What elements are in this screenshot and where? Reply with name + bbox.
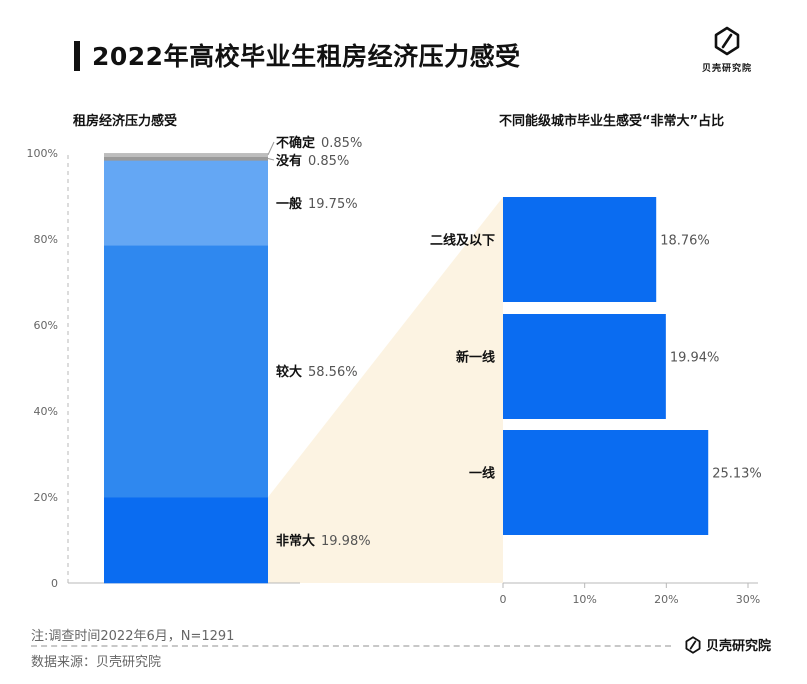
title-accent-bar: [74, 41, 80, 71]
segment-name: 一般: [276, 196, 302, 212]
segment-value: 19.98%: [321, 534, 371, 549]
right-tick-label: 0: [500, 593, 507, 606]
segment-name: 没有: [276, 153, 302, 169]
footer-divider: [31, 645, 671, 647]
category-bar: [503, 430, 709, 535]
leader-line: [267, 141, 275, 156]
page-title: 2022年高校毕业生租房经济压力感受: [92, 42, 521, 71]
segment-label: 一般 19.75%: [276, 196, 358, 212]
brand-logo: 贝壳研究院: [696, 26, 758, 74]
shell-logo-icon: [714, 26, 740, 56]
segment-name: 较大: [276, 364, 302, 380]
bar-segment: [104, 245, 268, 498]
segment-label: 不确定 0.85%: [276, 135, 362, 151]
left-stacked-bar: [104, 153, 268, 584]
bar-segment: [104, 153, 268, 157]
zoom-wedge: [268, 197, 503, 583]
left-tick-label: 0: [51, 577, 58, 590]
right-tick-label: 20%: [654, 593, 678, 606]
brand-name: 贝壳研究院: [701, 64, 752, 74]
segment-label: 较大 58.56%: [276, 364, 358, 380]
footer-brand: 贝壳研究院: [684, 635, 771, 654]
right-x-axis: 0 10% 20% 30%: [500, 582, 760, 606]
left-tick-label: 40%: [34, 405, 58, 418]
right-bars: 二线及以下 18.76% 新一线 19.94% 一线 25.13%: [430, 197, 762, 535]
footer-source: 数据来源：贝壳研究院: [31, 655, 162, 670]
bar-segment: [104, 156, 268, 161]
segment-value: 19.75%: [308, 197, 358, 212]
left-chart-title: 租房经济压力感受: [73, 114, 178, 129]
segment-value: 0.85%: [321, 136, 362, 151]
left-segment-labels: 非常大 19.98% 较大 58.56% 一般 19.75% 没有 0.85% 不确定 0.85%: [267, 135, 371, 549]
value-label: 18.76%: [660, 234, 710, 249]
category-bar: [503, 197, 657, 302]
footer-brand-name: 贝壳研究院: [706, 639, 772, 654]
left-tick-label: 20%: [34, 491, 58, 504]
category-label: 一线: [469, 466, 495, 482]
segment-value: 0.85%: [308, 154, 349, 169]
segment-value: 58.56%: [308, 365, 358, 380]
value-label: 19.94%: [670, 351, 720, 366]
left-tick-label: 80%: [34, 233, 58, 246]
right-tick-label: 10%: [572, 593, 596, 606]
category-label: 二线及以下: [430, 233, 495, 249]
category-label: 新一线: [456, 350, 495, 366]
right-tick-label: 30%: [736, 593, 760, 606]
bar-segment: [104, 497, 268, 584]
segment-name: 不确定: [276, 135, 315, 151]
right-chart-title: 不同能级城市毕业生感受“非常大”占比: [499, 114, 725, 129]
footer-note: 注:调查时间2022年6月，N=1291: [31, 629, 235, 644]
segment-label: 没有 0.85%: [276, 153, 349, 169]
segment-name: 非常大: [276, 533, 315, 549]
bar-segment: [104, 160, 268, 246]
category-bar: [503, 314, 666, 419]
left-tick-label: 100%: [27, 147, 58, 160]
value-label: 25.13%: [712, 467, 762, 482]
left-tick-label: 60%: [34, 319, 58, 332]
leader-line: [267, 158, 275, 161]
shell-logo-icon: [685, 635, 701, 654]
segment-label: 非常大 19.98%: [276, 533, 371, 549]
